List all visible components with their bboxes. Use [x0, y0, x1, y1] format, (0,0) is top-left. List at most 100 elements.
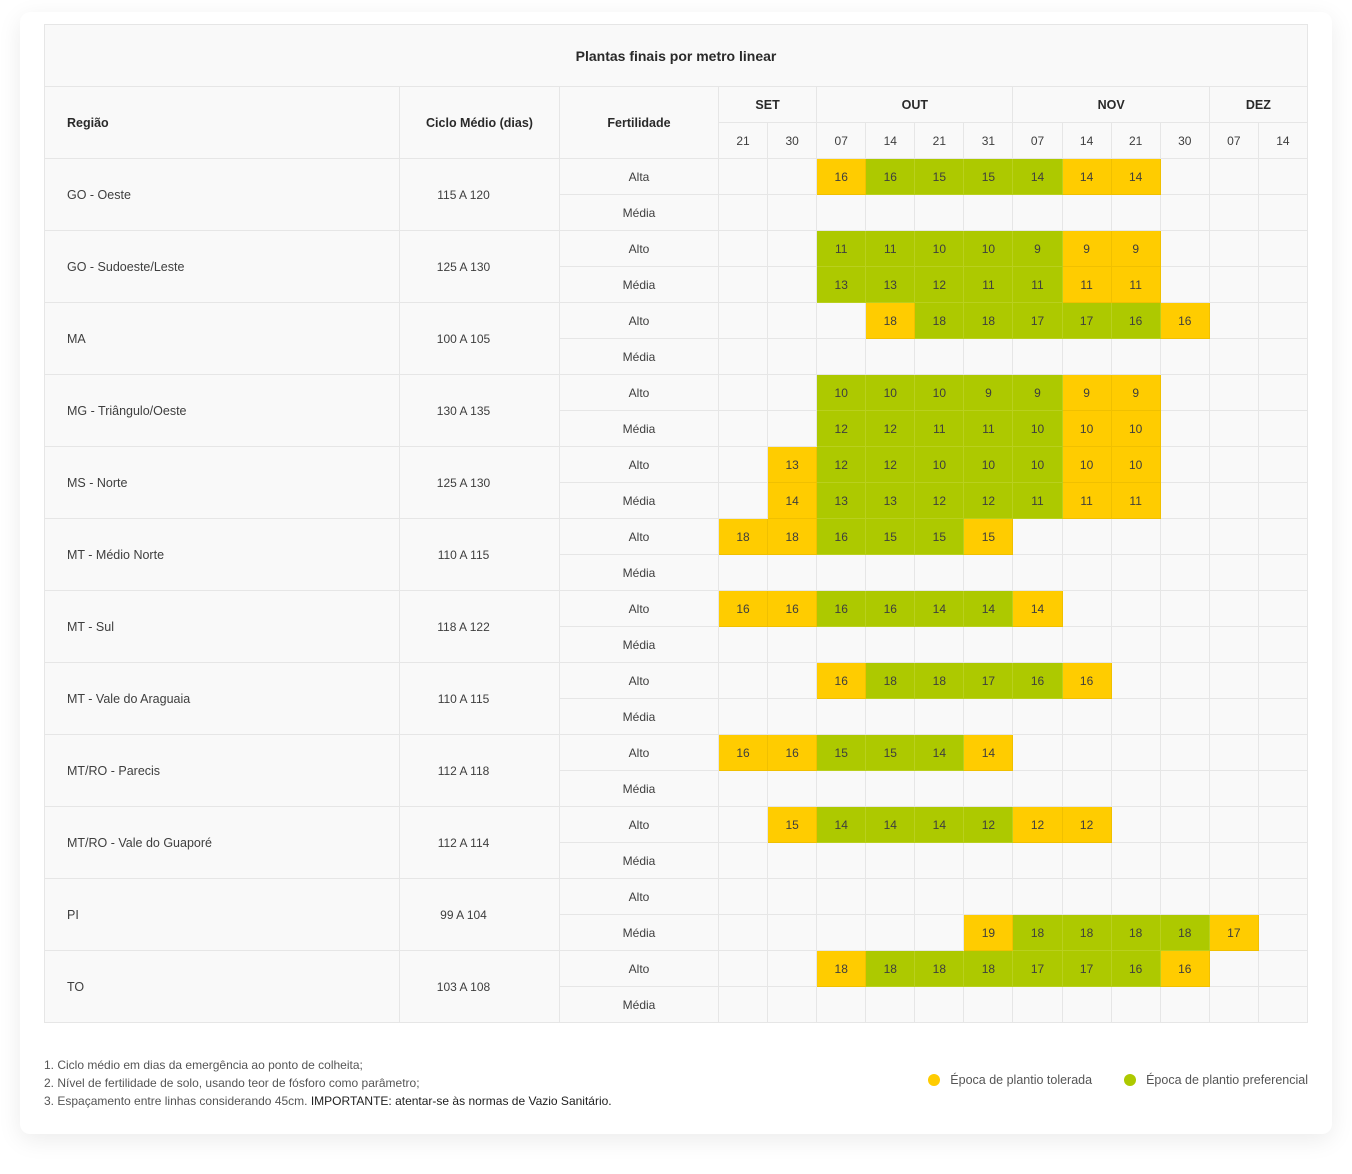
cell-tolerada: 14 — [767, 482, 818, 519]
cell-empty — [1061, 194, 1112, 231]
cell-empty — [1208, 482, 1259, 519]
ciclo-value: 115 A 120 — [399, 158, 560, 231]
cell-empty — [914, 626, 965, 663]
fertility-level: Alto — [559, 302, 719, 339]
cell-empty — [717, 158, 769, 195]
cell-tolerada: 16 — [1159, 302, 1210, 339]
cell-preferencial: 15 — [865, 734, 916, 771]
cell-tolerada: 10 — [1110, 446, 1161, 483]
cell-empty — [816, 302, 867, 339]
cell-preferencial: 18 — [865, 950, 916, 987]
cell-empty — [767, 338, 818, 375]
cell-empty — [767, 302, 818, 339]
table-row: Média — [45, 698, 1309, 735]
cell-tolerada: 9 — [1110, 374, 1161, 411]
cell-preferencial: 11 — [963, 266, 1014, 303]
cell-empty — [1159, 266, 1210, 303]
table-row: MG - Triângulo/Oeste 130 A 135 Alto 10 10 10 9… — [44, 374, 1309, 447]
ciclo-value: 99 A 104 — [399, 878, 560, 951]
cell-preferencial: 10 — [865, 374, 916, 411]
cell-empty — [1110, 842, 1161, 879]
cell-empty — [865, 194, 916, 231]
cell-empty — [914, 194, 965, 231]
day-header: 30 — [1159, 122, 1210, 159]
cell-empty — [1110, 986, 1161, 1023]
cell-preferencial: 10 — [963, 446, 1014, 483]
cell-empty — [1257, 482, 1309, 519]
cell-empty — [1208, 518, 1259, 555]
cell-empty — [1061, 842, 1112, 879]
cell-empty — [767, 230, 818, 267]
cell-preferencial: 9 — [1012, 230, 1063, 267]
cell-empty — [1110, 194, 1161, 231]
cell-preferencial: 13 — [865, 266, 916, 303]
legend-label-preferencial: Época de plantio preferencial — [1146, 1073, 1308, 1087]
cell-empty — [1159, 986, 1210, 1023]
cell-preferencial: 18 — [1012, 914, 1063, 951]
table-row: Média — [45, 770, 1309, 807]
cell-tolerada: 16 — [816, 662, 867, 699]
cell-preferencial: 18 — [1159, 914, 1210, 951]
cell-empty — [1110, 770, 1161, 807]
header-region: Região — [44, 86, 400, 159]
cell-tolerada: 11 — [1110, 482, 1161, 519]
month-header: SET — [717, 86, 818, 123]
cell-empty — [963, 338, 1014, 375]
table-row: Média — [45, 554, 1309, 591]
table-row: MT - Médio Norte 110 A 115 Alto 18 18 16 15 15 1… — [44, 518, 1309, 591]
cell-empty — [717, 878, 769, 915]
table-row: Média 14 13 13 12 12 11 11 11 — [45, 482, 1309, 519]
cell-empty — [717, 554, 769, 591]
cell-tolerada: 10 — [1110, 410, 1161, 447]
cell-preferencial: 14 — [1012, 158, 1063, 195]
cell-empty — [1012, 878, 1063, 915]
cell-empty — [963, 554, 1014, 591]
cell-empty — [1012, 518, 1063, 555]
cell-empty — [1208, 842, 1259, 879]
cell-empty — [717, 374, 769, 411]
day-header: 21 — [717, 122, 769, 159]
fertility-level: Média — [559, 770, 719, 807]
fertility-level: Média — [559, 986, 719, 1023]
cell-empty — [816, 338, 867, 375]
cell-preferencial: 15 — [914, 518, 965, 555]
cell-tolerada: 18 — [767, 518, 818, 555]
cell-empty — [1061, 518, 1112, 555]
cell-empty — [1110, 662, 1161, 699]
cell-preferencial: 10 — [914, 446, 965, 483]
cell-empty — [1061, 878, 1112, 915]
cell-empty — [865, 914, 916, 951]
cell-tolerada: 18 — [717, 518, 769, 555]
cell-empty — [963, 698, 1014, 735]
cell-tolerada: 15 — [767, 806, 818, 843]
cell-empty — [1257, 230, 1309, 267]
cell-empty — [816, 842, 867, 879]
table-row: MT/RO - Parecis 112 A 118 Alto 16 16 15 15 14 14 — [44, 734, 1309, 807]
cell-empty — [1208, 374, 1259, 411]
cell-empty — [816, 914, 867, 951]
cell-empty — [1208, 662, 1259, 699]
cell-preferencial: 14 — [963, 590, 1014, 627]
cell-preferencial: 12 — [914, 482, 965, 519]
cell-tolerada: 18 — [865, 302, 916, 339]
cell-empty — [1159, 698, 1210, 735]
cell-empty — [717, 842, 769, 879]
cell-empty — [914, 698, 965, 735]
fertility-level: Alto — [559, 950, 719, 987]
cell-empty — [1257, 842, 1309, 879]
cell-preferencial: 13 — [816, 482, 867, 519]
cell-empty — [1208, 410, 1259, 447]
cell-preferencial: 11 — [914, 410, 965, 447]
cell-empty — [1012, 194, 1063, 231]
cell-preferencial: 18 — [914, 662, 965, 699]
cell-empty — [1110, 734, 1161, 771]
cell-tolerada: 12 — [1061, 806, 1112, 843]
cell-preferencial: 14 — [914, 590, 965, 627]
region-name: TO — [44, 950, 400, 1023]
cell-empty — [1208, 446, 1259, 483]
cell-empty — [1257, 914, 1309, 951]
cell-empty — [1012, 770, 1063, 807]
cell-empty — [865, 338, 916, 375]
cell-empty — [1159, 374, 1210, 411]
fertility-level: Alto — [559, 374, 719, 411]
